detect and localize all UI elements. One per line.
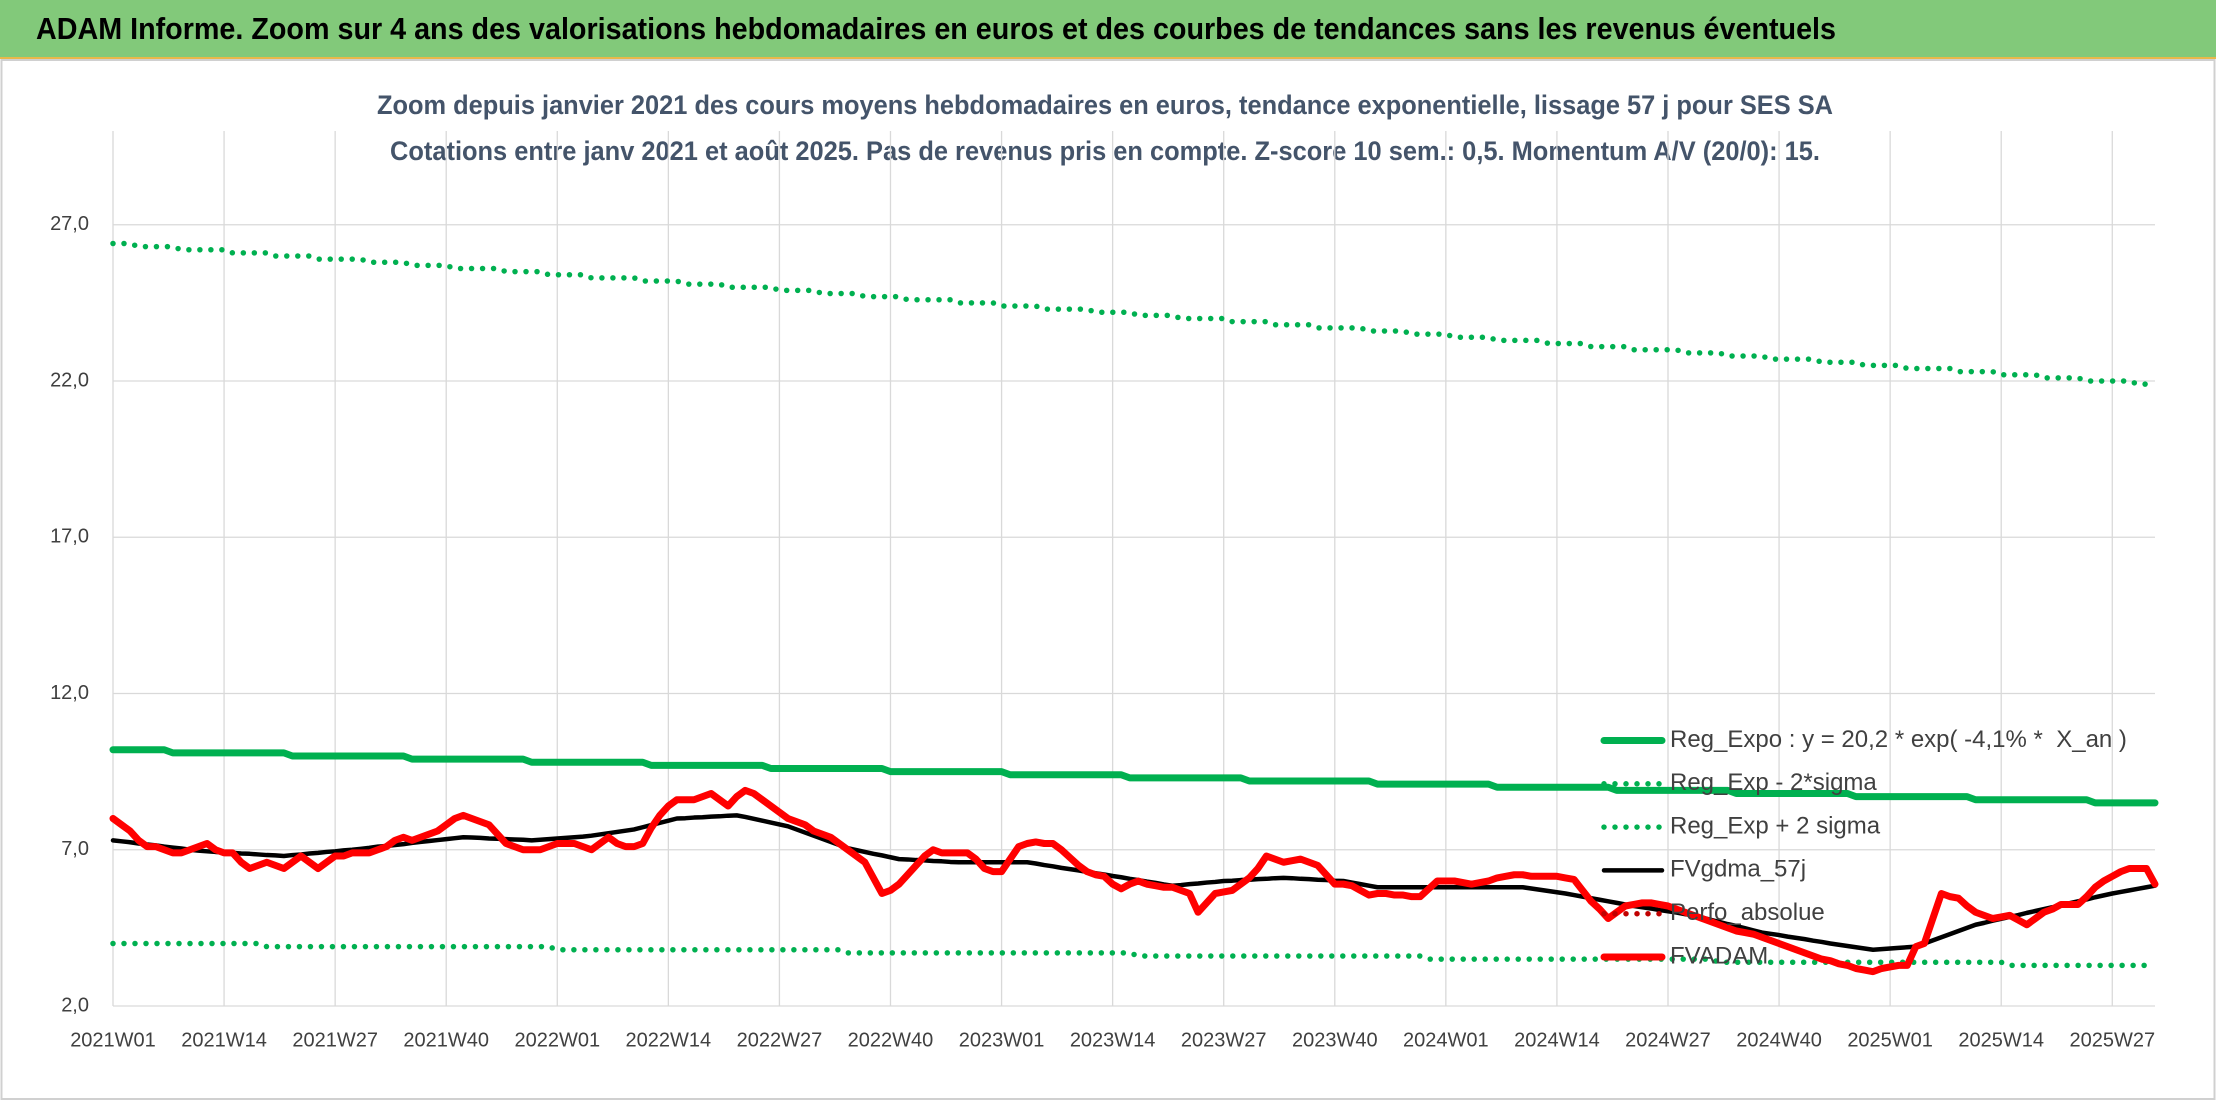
x-tick-label: 2021W14 — [181, 1029, 267, 1051]
y-tick-label: 27,0 — [50, 213, 89, 235]
x-tick-label: 2023W40 — [1292, 1029, 1378, 1051]
legend-label: Reg_Exp - 2*sigma — [1670, 769, 1877, 796]
x-tick-label: 2022W14 — [626, 1029, 712, 1051]
x-tick-label: 2024W14 — [1514, 1029, 1600, 1051]
legend-label: FVgdma_57j — [1670, 856, 1806, 883]
x-tick-label: 2023W27 — [1181, 1029, 1267, 1051]
chart-title: Zoom depuis janvier 2021 des cours moyen… — [377, 90, 1833, 120]
x-tick-label: 2024W01 — [1403, 1029, 1489, 1051]
chart-frame — [0, 59, 2216, 1100]
plot-area: 2,0 7,0 12,0 17,0 22,0 27,0 2021W01 2021W14 2021… — [50, 131, 2159, 1051]
x-tick-label: 2025W14 — [1958, 1029, 2044, 1051]
x-tick-label: 2022W27 — [737, 1029, 823, 1051]
legend-label: Reg_Expo : y = 20,2 * exp( -4,1% * X_an … — [1670, 726, 2127, 753]
legend-label: Perfo_absolue — [1670, 899, 1825, 926]
x-tick-label: 2023W01 — [959, 1029, 1045, 1051]
x-tick-label: 2021W40 — [403, 1029, 489, 1051]
y-tick-label: 17,0 — [50, 526, 89, 548]
x-tick-label: 2021W27 — [292, 1029, 378, 1051]
header-title: ADAM Informe. Zoom sur 4 ans des valoris… — [36, 11, 1836, 46]
x-tick-label: 2024W27 — [1625, 1029, 1711, 1051]
series-line — [109, 746, 2159, 807]
x-tick-label: 2025W27 — [2069, 1029, 2155, 1051]
y-tick-label: 7,0 — [61, 838, 89, 860]
header-bar — [0, 0, 2216, 57]
x-tick-label: 2022W01 — [514, 1029, 600, 1051]
x-tick-label: 2021W01 — [70, 1029, 156, 1051]
series-line — [110, 240, 2158, 387]
x-tick-label: 2024W40 — [1736, 1029, 1822, 1051]
legend-label: FVADAM — [1670, 942, 1768, 969]
legend-label: Reg_Exp + 2 sigma — [1670, 812, 1881, 839]
y-tick-label: 12,0 — [50, 682, 89, 704]
chart-subtitle: Cotations entre janv 2021 et août 2025. … — [390, 136, 1820, 166]
series-line — [110, 940, 2158, 969]
y-tick-label: 2,0 — [61, 994, 89, 1016]
x-tick-label: 2023W14 — [1070, 1029, 1156, 1051]
y-tick-label: 22,0 — [50, 369, 89, 391]
x-tick-label: 2022W40 — [848, 1029, 934, 1051]
series-line — [109, 786, 2159, 976]
x-tick-label: 2025W01 — [1847, 1029, 1933, 1051]
